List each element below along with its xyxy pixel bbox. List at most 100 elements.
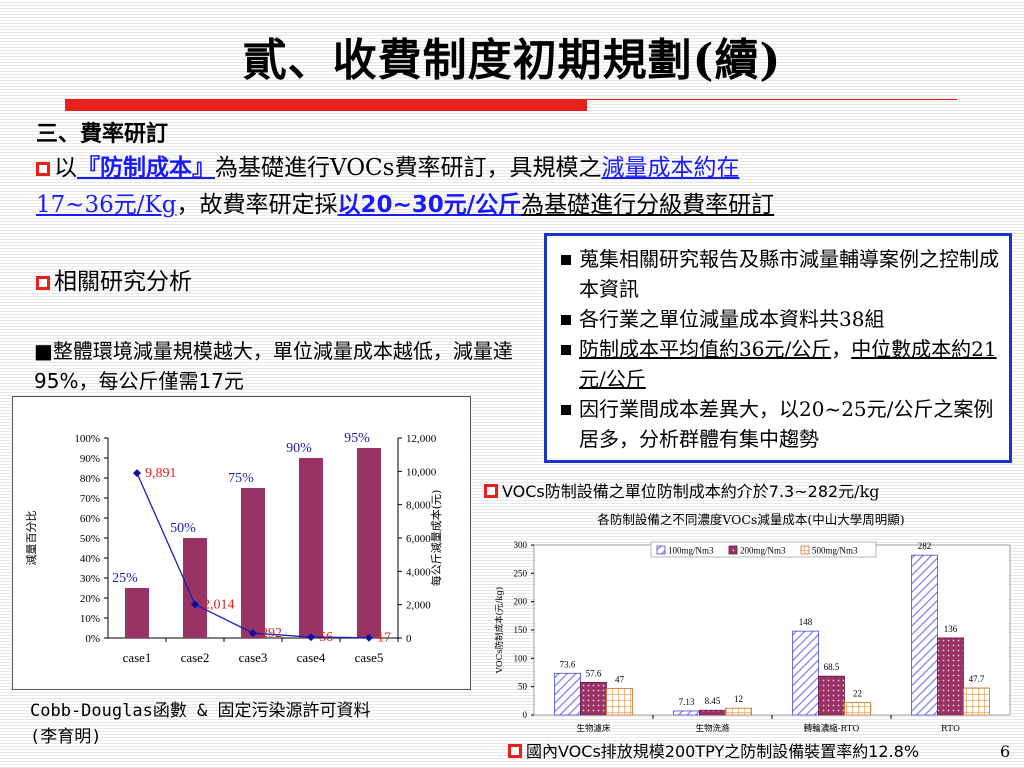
y2-axis-title: 每公斤減量成本(元)	[429, 490, 443, 587]
note-a: 整體環境減量規模越大，單位減量成本越低，減量達	[52, 339, 513, 363]
footer-e: 之防制設備裝置率約	[724, 742, 869, 761]
chart2-bar-label: 68.5	[824, 662, 840, 672]
chart2-bar-label: 73.6	[560, 659, 576, 669]
chart2-y-tick-label: 0	[523, 710, 528, 720]
bar-data-label: 95%	[344, 431, 370, 446]
chart2-x-tick-label: 生物濾床	[576, 723, 611, 734]
summary-box: 蒐集相關研究報告及縣市減量輔導案例之控制成本資訊 各行業之單位減量成本資料共38…	[544, 233, 1012, 463]
cost-data-label: 56	[319, 630, 333, 645]
cost-point-marker	[249, 629, 257, 638]
equipment-cost-chart-svg: 各防制設備之不同濃度VOCs減量成本(中山大學周明顯) 0 50 100 150 200 2…	[494, 512, 1011, 734]
y2-tick-label: 2,000	[406, 600, 431, 612]
x-tick-label: case1	[123, 650, 152, 665]
y-tick-label: 0%	[85, 633, 100, 645]
related-label: 相關研究分析	[54, 269, 192, 295]
chart2-bar	[911, 554, 938, 716]
x-tick-label: case2	[181, 650, 210, 665]
y-tick-label: 10%	[80, 613, 100, 625]
scale-note: ■整體環境減量規模越大，單位減量成本越低，減量達 95%，每公斤僅需17元	[34, 336, 519, 396]
square-bullet-icon	[484, 484, 498, 498]
vocs-label-a: VOCs	[502, 482, 545, 501]
chart2-bar	[818, 675, 845, 716]
y-tick-label: 100%	[74, 433, 100, 445]
bar-reduction-pct	[183, 538, 207, 638]
reduction-cost-chart-svg: 0% 10% 20% 30% 40% 50% 60% 70% 80% 90% 100% 0 2,000 4…	[24, 431, 443, 665]
y-tick-label: 80%	[80, 473, 100, 485]
bar-data-label: 50%	[170, 521, 196, 536]
chart2-y-tick-label: 100	[514, 653, 528, 663]
para-rate: 以20~30元/公斤	[337, 192, 522, 218]
bar-data-label: 25%	[112, 571, 138, 586]
x-tick-label: case3	[239, 650, 268, 665]
chart2-legend-label: 500mg/Nm3	[812, 546, 858, 556]
chart2-x-tick-label: 轉輪濃縮-RTO	[804, 723, 860, 734]
chart2-bar	[699, 709, 726, 716]
chart2-y-tick-label: 50	[518, 682, 528, 692]
box-item-4: 因行業間成本差異大，以20~25元/公斤之案例居多，分析群體有集中趨勢	[559, 394, 999, 454]
chart2-bar	[725, 707, 752, 716]
para-range: 減量成本約在	[601, 155, 740, 181]
cost-point-marker	[191, 600, 199, 609]
chart2-bar-label: 136	[944, 624, 958, 634]
chart2-bar	[606, 687, 633, 716]
chart2-bar	[792, 630, 819, 716]
source-citation: Cobb-Douglas函數 & 固定污染源許可資料 (李育明)	[30, 698, 371, 750]
chart2-x-tick-label: 生物洗滌	[695, 723, 730, 734]
cost-data-label: 292	[261, 626, 282, 641]
footer-a: 國內	[526, 742, 559, 761]
paragraph-rate-setting: 以『防制成本』為基礎進行VOCs費率研訂，具規模之減量成本約在 17~36元/Kg…	[36, 150, 986, 224]
chart2-bar	[580, 681, 607, 716]
chart2-title: 各防制設備之不同濃度VOCs減量成本(中山大學周明顯)	[597, 512, 904, 527]
source-line-1: Cobb-Douglas函數 & 固定污染源許可資料	[30, 701, 371, 721]
y2-tick-label: 0	[406, 633, 412, 645]
para-mid: 為基礎進行VOCs費率研訂，具規模之	[215, 155, 602, 181]
note-c: ，每公斤僅需	[78, 369, 199, 393]
note-e: 元	[223, 369, 244, 393]
x-tick-label: case4	[297, 650, 326, 665]
chart2-y-axis-title: VOCs防制成本(元/kg)	[494, 587, 505, 674]
y2-tick-label: 12,000	[406, 433, 437, 445]
para-quote: 『防制成本』	[77, 155, 215, 181]
chart2-bar-label: 7.13	[679, 697, 695, 707]
footer-note: 國內VOCs排放規模200TPY之防制設備裝置率約12.8%	[508, 738, 919, 762]
chart2-bar-label: 12	[734, 694, 743, 704]
y2-tick-label: 10,000	[406, 466, 437, 478]
chart2-bar-label: 22	[853, 689, 862, 699]
para-prefix: 以	[54, 155, 77, 181]
chart2-bar	[844, 702, 871, 716]
chart2-y-tick-label: 150	[514, 625, 528, 635]
source-line-2: (李育明)	[30, 727, 102, 747]
cost-data-label: 2,014	[203, 597, 235, 612]
y2-tick-label: 6,000	[406, 533, 431, 545]
footer-b: VOCs	[558, 742, 601, 761]
box-item-3-sep: ，	[831, 337, 852, 361]
y2-tick-label: 4,000	[406, 566, 431, 578]
chart2-y-tick-label: 300	[514, 540, 528, 550]
y-tick-label: 90%	[80, 453, 100, 465]
chart2-bar	[554, 672, 581, 716]
chart2-bar-label: 47	[615, 674, 625, 684]
reduction-cost-chart: 0% 10% 20% 30% 40% 50% 60% 70% 80% 90% 100% 0 2,000 4…	[12, 396, 471, 690]
chart2-x-tick-label: RTO	[941, 724, 960, 734]
box-item-1: 蒐集相關研究報告及縣市減量輔導案例之控制成本資訊	[559, 244, 999, 304]
footer-d: 200TPY	[664, 742, 725, 761]
chart2-y-tick-label: 250	[514, 568, 528, 578]
y-tick-label: 70%	[80, 493, 100, 505]
y2-tick-label: 8,000	[406, 500, 431, 512]
cost-point-marker	[365, 633, 373, 642]
square-bullet-icon	[36, 162, 50, 176]
box-item-3-mean: 防制成本平均值約36元/公斤	[579, 337, 832, 361]
cost-data-label: 9,891	[145, 466, 177, 481]
chart2-bar-label: 148	[799, 617, 813, 627]
box-item-3: 防制成本平均值約36元/公斤，中位數成本約21元/公斤	[559, 334, 999, 394]
square-bullet-icon	[36, 276, 50, 290]
y-tick-label: 50%	[80, 533, 100, 545]
chart2-bar	[673, 710, 700, 716]
chart2-bar-label: 47.7	[969, 674, 985, 684]
chart2-bar-label: 8.45	[705, 696, 721, 706]
x-tick-label: case5	[355, 650, 384, 665]
page-title: 貳、收費制度初期規劃(續)	[242, 35, 782, 86]
bar-reduction-pct	[125, 588, 149, 638]
vocs-label-b: 防制設備之單位防制成本約介於	[544, 482, 769, 501]
title-underline-line	[587, 99, 957, 100]
